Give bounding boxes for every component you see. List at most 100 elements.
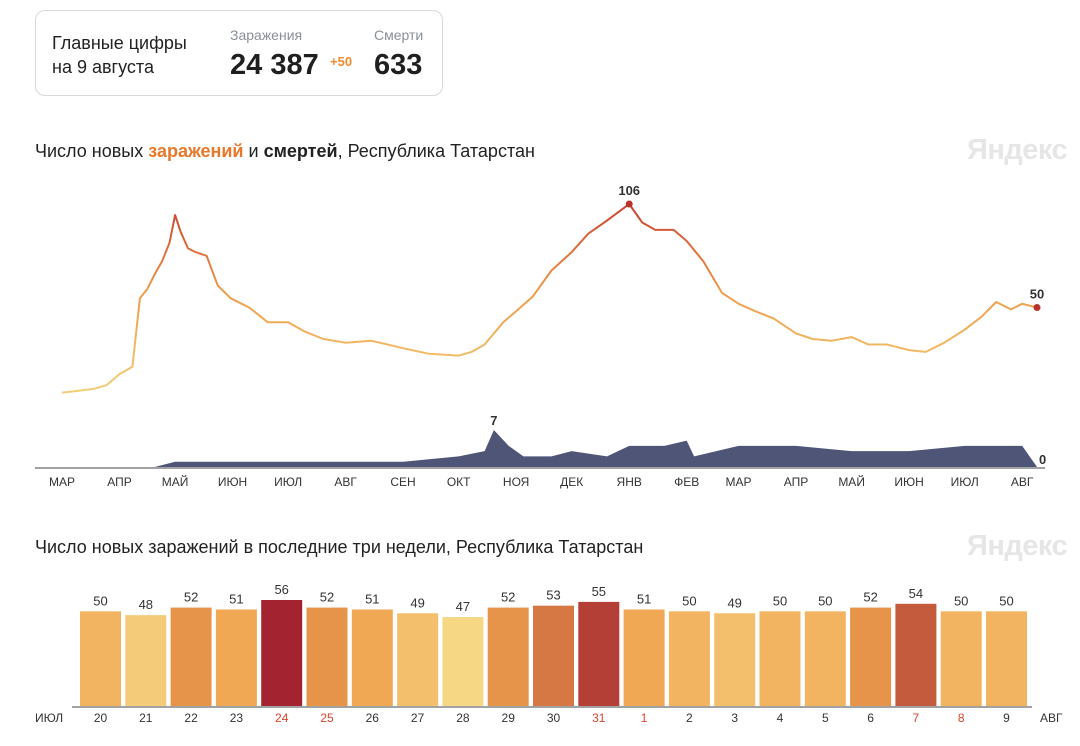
deaths-value-label: 0: [1039, 452, 1046, 467]
bar-value-label: 49: [410, 595, 424, 610]
month-end-label: АВГ: [1040, 711, 1063, 725]
bar: [986, 611, 1027, 706]
bar: [940, 611, 982, 706]
bar: [442, 617, 484, 706]
x-tick-label: АВГ: [1011, 475, 1034, 489]
summary-label: Главные цифры на 9 августа: [52, 31, 187, 79]
month-start-label: ИЮЛ: [35, 711, 63, 725]
bar-value-label: 51: [365, 591, 379, 606]
x-tick-label: ИЮН: [218, 475, 247, 489]
bar-value-label: 52: [863, 590, 877, 605]
bar: [759, 611, 801, 706]
bar-value-label: 48: [139, 597, 153, 612]
x-tick-label: МАР: [726, 475, 752, 489]
bar-value-label: 50: [773, 593, 787, 608]
brand-logo-bottom: Яндекс: [967, 530, 1068, 562]
chart1-title-infections: заражений: [148, 141, 244, 161]
summary-card: Главные цифры на 9 августа Заражения 24 …: [35, 10, 443, 96]
bar-value-label: 49: [727, 595, 741, 610]
bar: [80, 611, 121, 706]
bar: [623, 609, 665, 706]
bar-value-label: 56: [274, 582, 288, 597]
bar-category-label: 30: [547, 711, 561, 725]
infections-line: [61, 203, 1038, 394]
bar-category-label: 8: [958, 711, 965, 725]
x-tick-label: ФЕВ: [674, 475, 699, 489]
infections-marker: [625, 200, 633, 208]
bar-category-label: 9: [1003, 711, 1010, 725]
bar: [850, 607, 892, 706]
bar-category-label: 21: [139, 711, 153, 725]
deaths-area: [62, 430, 1037, 467]
bar: [125, 615, 167, 706]
bar-value-label: 51: [637, 591, 651, 606]
x-tick-label: ИЮН: [894, 475, 923, 489]
bar-value-label: 54: [909, 586, 923, 601]
bar-value-label: 50: [93, 593, 107, 608]
chart2-title: Число новых заражений в последние три не…: [35, 537, 644, 557]
bar-category-label: 20: [94, 711, 108, 725]
chart1-title-part3: и: [243, 141, 264, 161]
deaths-value-label: 7: [490, 413, 497, 428]
infections-marker: [1033, 304, 1041, 312]
bar-value-label: 50: [999, 593, 1013, 608]
infections-value-label: 50: [1030, 287, 1044, 302]
bar-category-label: 31: [592, 711, 606, 725]
x-tick-label: МАЙ: [838, 474, 865, 489]
line-chart: 106 50 7 0 МАР АПР МАЙ ИЮН ИЮЛ АВГ СЕН ОКТ НОЯ ДЕК ЯНВ…: [35, 183, 1046, 489]
bar-value-label: 52: [184, 590, 198, 605]
infections-value-label: 106: [618, 183, 640, 198]
deaths-value: 633: [374, 49, 423, 81]
bar-category-label: 29: [502, 711, 516, 725]
bar: [306, 607, 348, 706]
brand-logo-top: Яндекс: [967, 134, 1068, 166]
bar-category-label: 26: [366, 711, 380, 725]
bar: [578, 601, 620, 706]
bar: [804, 611, 846, 706]
x-tick-label: СЕН: [390, 475, 415, 489]
bar: [895, 603, 937, 706]
infections-value: 24 387: [230, 49, 319, 81]
x-tick-label: МАР: [49, 475, 75, 489]
bar: [533, 605, 574, 706]
bar-category-label: 7: [913, 711, 920, 725]
bar-category-label: 6: [867, 711, 874, 725]
bar-category-label: 2: [686, 711, 693, 725]
x-tick-label: ДЕК: [560, 475, 583, 489]
x-tick-label: ИЮЛ: [274, 475, 302, 489]
x-tick-label: АПР: [107, 475, 132, 489]
bar-category-label: 27: [411, 711, 425, 725]
bar: [714, 613, 756, 706]
infections-delta: +50: [330, 54, 353, 69]
bar: [261, 600, 303, 706]
x-tick-label: АПР: [784, 475, 809, 489]
summary-label-line1: Главные цифры: [52, 33, 187, 53]
x-tick-label: ОКТ: [447, 475, 471, 489]
x-tick-label: ЯНВ: [617, 475, 642, 489]
bar: [215, 609, 257, 706]
bar-category-label: 23: [230, 711, 244, 725]
bar-value-label: 50: [954, 593, 968, 608]
bar-value-label: 52: [501, 590, 515, 605]
x-tick-label: АВГ: [334, 475, 357, 489]
bar-category-label: 5: [822, 711, 829, 725]
bar-category-label: 24: [275, 711, 289, 725]
bar-value-label: 53: [546, 588, 560, 603]
bar-value-label: 50: [818, 593, 832, 608]
bar: [351, 609, 393, 706]
bar-value-label: 50: [682, 593, 696, 608]
bar-category-label: 25: [320, 711, 334, 725]
chart1-title-part5: , Республика Татарстан: [337, 141, 535, 161]
bar-category-label: 1: [641, 711, 648, 725]
bar-value-label: 51: [229, 591, 243, 606]
bar: [668, 611, 710, 706]
bar-value-label: 47: [456, 599, 470, 614]
bar-value-label: 52: [320, 590, 334, 605]
infections-caption: Заражения: [230, 27, 303, 43]
bar-chart: 5020482152225123562452255126492747285229…: [35, 582, 1063, 725]
bar-category-label: 22: [184, 711, 198, 725]
bar-value-label: 55: [592, 584, 606, 599]
chart1-title-part1: Число новых: [35, 141, 149, 161]
x-tick-label: НОЯ: [503, 475, 529, 489]
